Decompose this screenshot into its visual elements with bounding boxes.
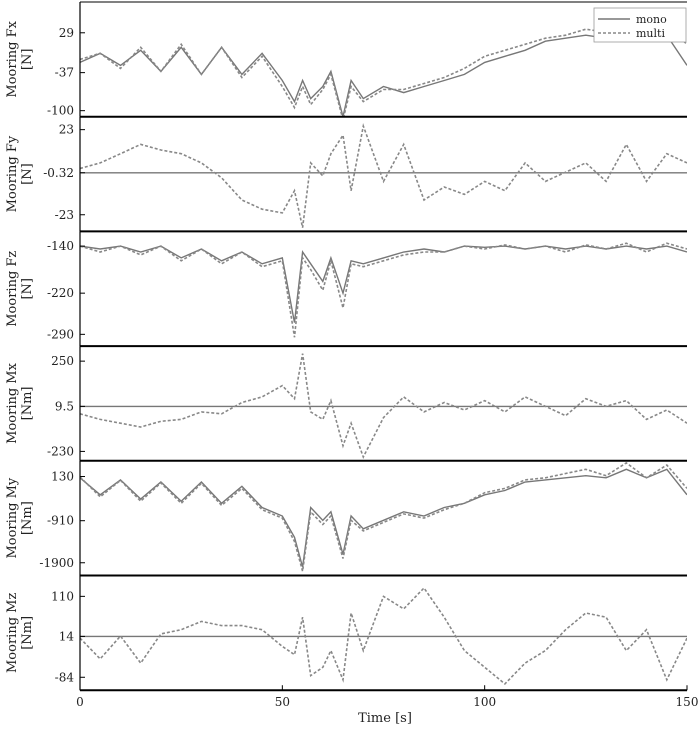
y-axis-label-line: [N]	[20, 163, 35, 185]
y-tick-label: 110	[51, 589, 74, 603]
legend-box	[593, 7, 687, 43]
y-axis-label: Mooring Fx[N]	[5, 20, 35, 97]
y-tick-label: -230	[47, 444, 74, 458]
series-line-multi-panel-6	[80, 586, 687, 685]
y-axis-label: Mooring Fy[N]	[5, 135, 35, 212]
y-tick-label: -1900	[39, 556, 74, 570]
series-line-multi-panel-2	[80, 122, 687, 228]
y-axis-label-line: Mooring Fz	[5, 251, 20, 327]
y-axis-label-line: [Nm]	[20, 501, 35, 535]
y-tick-label: 29	[59, 26, 74, 40]
y-tick-label: -910	[47, 514, 74, 528]
y-axis-label: Mooring My[Nm]	[5, 477, 35, 558]
y-axis-label-line: [Nm]	[20, 387, 35, 421]
y-axis-label-line: [N]	[20, 49, 35, 71]
y-axis-label-line: Mooring Fx	[5, 20, 20, 97]
legend-label-mono: mono	[636, 13, 667, 26]
y-axis-label: Mooring Fz[N]	[5, 251, 35, 327]
panel-5: 130 -910 -1900 Mooring My[Nm]	[5, 460, 687, 577]
x-tick-label: 0	[76, 695, 84, 709]
series-line-multi-panel-4	[80, 353, 687, 460]
y-tick-label: -84	[55, 670, 75, 684]
panel-3: -140 -220 -290 Mooring Fz[N]	[5, 231, 687, 348]
y-axis-label-line: Mooring Mx	[5, 362, 20, 443]
x-tick-label: 50	[275, 695, 290, 709]
series-line-multi-panel-3	[80, 242, 687, 338]
series-line-multi-panel-1	[80, 25, 687, 117]
y-axis-label: Mooring Mx[Nm]	[5, 362, 35, 443]
panel-1: 29 -37 -100 Mooring Fx[N]	[5, 1, 687, 118]
x-tick-label: 150	[676, 695, 699, 709]
y-axis-label-line: [Nm]	[20, 616, 35, 650]
y-tick-label: 130	[51, 470, 74, 484]
y-tick-label: 9.5	[55, 399, 74, 413]
y-tick-label: -100	[47, 104, 74, 118]
series-line-mono-panel-1	[80, 31, 687, 117]
panel-4: 250 9.5 -230 Mooring Mx[Nm]	[5, 346, 687, 462]
panel-6: 110 14 -84 Mooring Mz[Nm]	[5, 575, 687, 692]
series-line-mono-panel-5	[80, 468, 687, 568]
y-axis-label-line: Mooring Fy	[5, 135, 20, 212]
y-tick-label: 23	[59, 123, 74, 137]
y-axis-label-line: [N]	[20, 278, 35, 300]
y-tick-label: -23	[55, 208, 74, 222]
series-line-multi-panel-5	[80, 461, 687, 572]
y-tick-label: -290	[47, 327, 74, 341]
x-tick-label: 100	[473, 695, 496, 709]
y-tick-label: -0.32	[43, 166, 74, 180]
series-line-mono-panel-3	[80, 245, 687, 323]
y-tick-label: 250	[51, 354, 74, 368]
y-tick-label: -220	[47, 286, 74, 300]
y-tick-label: 14	[59, 629, 75, 643]
x-axis-label: Time [s]	[358, 711, 412, 726]
y-axis-label-line: Mooring Mz	[5, 593, 20, 673]
y-axis-label: Mooring Mz[Nm]	[5, 593, 35, 673]
panel-2: 23 -0.32 -23 Mooring Fy[N]	[5, 116, 687, 233]
y-axis-label-line: Mooring My	[5, 477, 20, 558]
x-axis: 0 50 100 150	[76, 685, 698, 709]
legend-label-multi: multi	[636, 27, 665, 40]
y-tick-label: -37	[55, 66, 74, 80]
y-tick-label: -140	[47, 239, 74, 253]
